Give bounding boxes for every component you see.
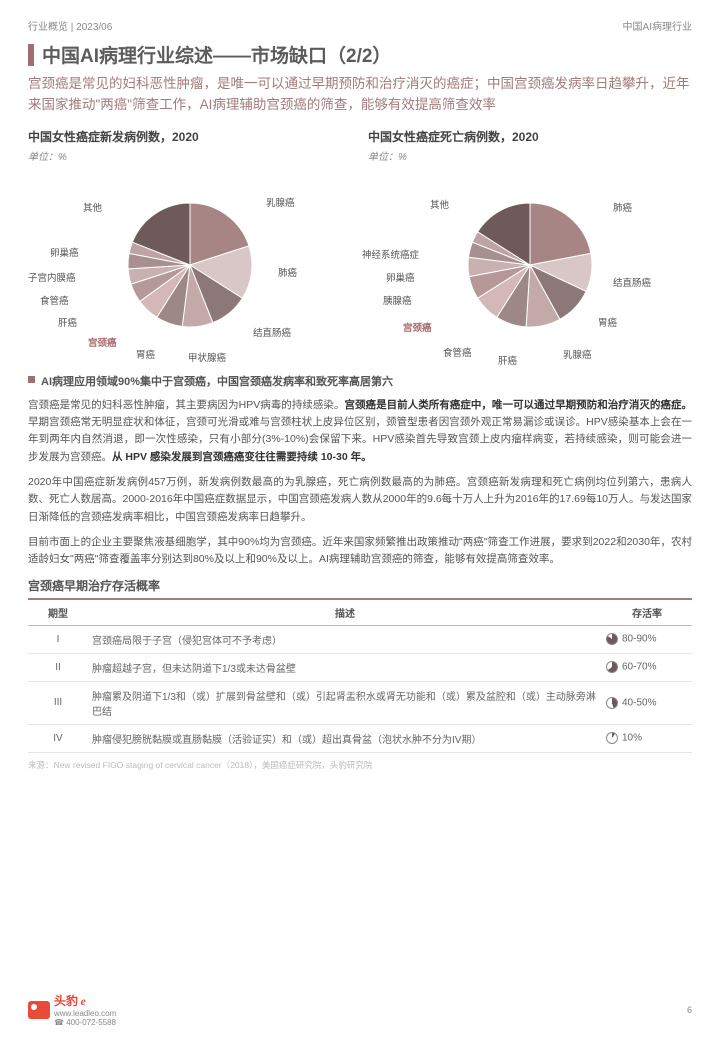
cell-desc: 肿瘤累及阴道下1/3和（或）扩展到骨盆壁和（或）引起肾盂积水或肾无功能和（或）累… bbox=[88, 681, 602, 724]
chart1-title: 中国女性癌症新发病例数，2020 bbox=[28, 128, 352, 145]
pie-label: 肺癌 bbox=[278, 265, 297, 279]
page: 行业概览 | 2023/06 中国AI病理行业 中国AI病理行业综述——市场缺口… bbox=[0, 0, 720, 1040]
page-subtitle: 宫颈癌是常见的妇科恶性肿瘤，是唯一可以通过早期预防和治疗消灭的癌症；中国宫颈癌发… bbox=[28, 74, 692, 116]
brand-name: 头豹 bbox=[54, 994, 78, 1008]
pie-label: 其他 bbox=[430, 197, 449, 211]
bullet-text: AI病理应用领域90%集中于宫颈癌，中国宫颈癌发病率和致死率高居第六 bbox=[41, 373, 393, 389]
header-left: 行业概览 | 2023/06 bbox=[28, 18, 112, 33]
rate-dot-icon bbox=[606, 633, 618, 645]
cell-rate: 40-50% bbox=[602, 681, 692, 724]
pie-label: 胃癌 bbox=[136, 347, 155, 361]
cell-stage: IV bbox=[28, 724, 88, 752]
pie-label: 乳腺癌 bbox=[266, 195, 295, 209]
footer-brand: 头豹 e www.leadleo.com ☎ 400-072-5588 bbox=[28, 992, 116, 1028]
header-right: 中国AI病理行业 bbox=[623, 18, 692, 33]
pie-label: 卵巢癌 bbox=[386, 270, 415, 284]
table-row: III 肿瘤累及阴道下1/3和（或）扩展到骨盆壁和（或）引起肾盂积水或肾无功能和… bbox=[28, 681, 692, 724]
table-row: II 肿瘤超越子宫，但未达阴道下1/3或未达骨盆壁 60-70% bbox=[28, 653, 692, 681]
chart1-unit: 单位：% bbox=[28, 148, 352, 163]
header-line: 行业概览 | 2023/06 中国AI病理行业 bbox=[28, 18, 692, 33]
brand-phone: ☎ 400-072-5588 bbox=[54, 1018, 116, 1028]
pie-label: 宫颈癌 bbox=[403, 320, 432, 334]
cell-rate: 60-70% bbox=[602, 653, 692, 681]
pie-svg bbox=[468, 203, 592, 327]
col-stage: 期型 bbox=[28, 599, 88, 626]
pie-label: 神经系统癌症 bbox=[362, 247, 419, 261]
paragraph: 目前市面上的企业主要聚焦液基细胞学，其中90%均为宫颈癌。近年来国家频繁推出政策… bbox=[28, 534, 692, 569]
col-desc: 描述 bbox=[88, 599, 602, 626]
pie-label: 肝癌 bbox=[58, 315, 77, 329]
pie-label: 卵巢癌 bbox=[50, 245, 79, 259]
pie-label: 肺癌 bbox=[613, 200, 632, 214]
paragraph: 2020年中国癌症新发病例457万例，新发病例数最高的为乳腺癌，死亡病例数最高的… bbox=[28, 474, 692, 526]
pie-label: 乳腺癌 bbox=[563, 347, 592, 361]
leadleo-logo-icon bbox=[28, 1001, 50, 1019]
cell-desc: 宫颈癌局限于子宫（侵犯宫体可不予考虑） bbox=[88, 625, 602, 653]
pie-label: 甲状腺癌 bbox=[188, 350, 226, 364]
rate-dot-icon bbox=[606, 732, 618, 744]
col-rate: 存活率 bbox=[602, 599, 692, 626]
pie-chart-1: 乳腺癌肺癌结直肠癌甲状腺癌 胃癌 宫颈癌肝癌 食管癌 子宫内膜癌 卵巢癌 其他 bbox=[28, 165, 352, 365]
chart-mortality: 中国女性癌症死亡病例数，2020 单位：% 肺癌结直肠癌胃癌乳腺癌 肝癌 食管癌宫颈… bbox=[368, 128, 692, 365]
brand-url: www.leadleo.com bbox=[54, 1009, 116, 1019]
pie-label: 子宫内膜癌 bbox=[28, 270, 76, 284]
table-header-row: 期型 描述 存活率 bbox=[28, 599, 692, 626]
page-title: 中国AI病理行业综述——市场缺口（2/2） bbox=[42, 41, 391, 68]
charts-row: 中国女性癌症新发病例数，2020 单位：% 乳腺癌肺癌结直肠癌甲状腺癌胃癌宫颈癌… bbox=[28, 128, 692, 365]
rate-dot-icon bbox=[606, 697, 618, 709]
survival-table: 期型 描述 存活率 I 宫颈癌局限于子宫（侵犯宫体可不予考虑） 80-90% I… bbox=[28, 598, 692, 753]
title-bar-icon bbox=[28, 44, 34, 66]
table-title: 宫颈癌早期治疗存活概率 bbox=[28, 577, 692, 594]
chart-incidence: 中国女性癌症新发病例数，2020 单位：% 乳腺癌肺癌结直肠癌甲状腺癌 胃癌 宫颈癌… bbox=[28, 128, 352, 365]
table-row: IV 肿瘤侵犯膀胱黏膜或直肠黏膜（活验证实）和（或）超出真骨盆（泡状水肿不分为I… bbox=[28, 724, 692, 752]
pie-label: 食管癌 bbox=[40, 293, 69, 307]
page-number: 6 bbox=[687, 1005, 692, 1015]
cell-stage: I bbox=[28, 625, 88, 653]
square-bullet-icon bbox=[28, 376, 35, 383]
cell-stage: II bbox=[28, 653, 88, 681]
pie-label: 食管癌 bbox=[443, 345, 472, 359]
body-paragraphs: 宫颈癌是常见的妇科恶性肿瘤，其主要病因为HPV病毒的持续感染。宫颈癌是目前人类所… bbox=[28, 397, 692, 569]
chart2-title: 中国女性癌症死亡病例数，2020 bbox=[368, 128, 692, 145]
bullet-heading: AI病理应用领域90%集中于宫颈癌，中国宫颈癌发病率和致死率高居第六 bbox=[28, 373, 692, 389]
title-row: 中国AI病理行业综述——市场缺口（2/2） bbox=[28, 41, 692, 68]
source-note: 来源：New revised FIGO staging of cervical … bbox=[28, 759, 692, 771]
pie-label: 结直肠癌 bbox=[253, 325, 291, 339]
table-row: I 宫颈癌局限于子宫（侵犯宫体可不予考虑） 80-90% bbox=[28, 625, 692, 653]
pie-label: 肝癌 bbox=[498, 353, 517, 367]
paragraph: 宫颈癌是常见的妇科恶性肿瘤，其主要病因为HPV病毒的持续感染。宫颈癌是目前人类所… bbox=[28, 397, 692, 466]
cell-rate: 80-90% bbox=[602, 625, 692, 653]
pie-label: 胃癌 bbox=[598, 315, 617, 329]
chart2-unit: 单位：% bbox=[368, 148, 692, 163]
footer: 头豹 e www.leadleo.com ☎ 400-072-5588 6 bbox=[28, 992, 692, 1028]
pie-chart-2: 肺癌结直肠癌胃癌乳腺癌肝癌食管癌宫颈癌胰腺癌卵巢癌神经系统癌症其他 bbox=[368, 165, 692, 365]
cell-stage: III bbox=[28, 681, 88, 724]
pie-label: 其他 bbox=[83, 200, 102, 214]
pie-label: 宫颈癌 bbox=[88, 335, 117, 349]
pie-label: 结直肠癌 bbox=[613, 275, 651, 289]
pie-svg bbox=[128, 203, 252, 327]
table-body: I 宫颈癌局限于子宫（侵犯宫体可不予考虑） 80-90% II 肿瘤超越子宫，但… bbox=[28, 625, 692, 752]
cell-desc: 肿瘤超越子宫，但未达阴道下1/3或未达骨盆壁 bbox=[88, 653, 602, 681]
cell-rate: 10% bbox=[602, 724, 692, 752]
rate-dot-icon bbox=[606, 661, 618, 673]
cell-desc: 肿瘤侵犯膀胱黏膜或直肠黏膜（活验证实）和（或）超出真骨盆（泡状水肿不分为IV期） bbox=[88, 724, 602, 752]
brand-e-icon: e bbox=[81, 994, 86, 1008]
pie-label: 胰腺癌 bbox=[383, 293, 412, 307]
